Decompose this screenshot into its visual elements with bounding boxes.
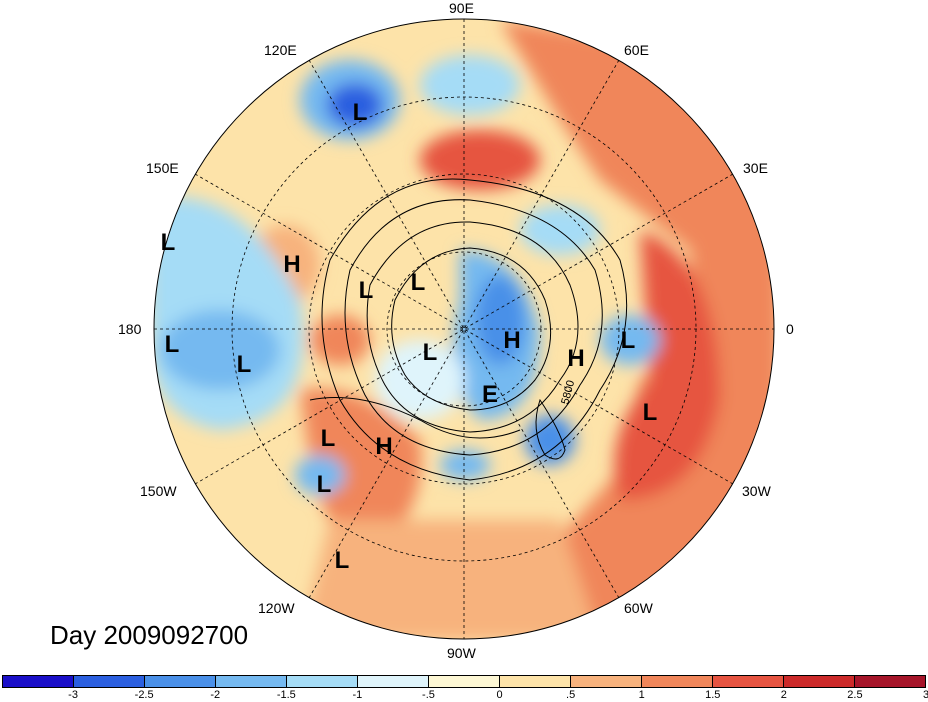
lon-label-120w: 120W (258, 600, 295, 616)
colorbar-swatch (287, 676, 358, 687)
colorbar-swatch (3, 676, 74, 687)
lon-label-0: 0 (786, 321, 794, 337)
lon-label-150w: 150W (140, 483, 177, 499)
high-pressure-center: H (503, 327, 520, 354)
low-pressure-center: L (335, 547, 350, 574)
lon-label-60e: 60E (624, 42, 649, 58)
high-pressure-center: H (283, 251, 300, 278)
lon-label-150e: 150E (146, 160, 179, 176)
low-pressure-center: L (423, 339, 438, 366)
low-pressure-center: L (621, 327, 636, 354)
height-contours (309, 178, 628, 481)
lon-label-180: 180 (118, 321, 142, 337)
plot-title: Day 2009092700 (50, 620, 249, 650)
pressure-center: E (482, 381, 498, 408)
colorbar-tick-label: -2.5 (134, 689, 154, 701)
lon-label-30e: 30E (743, 160, 768, 176)
colorbar-swatch (713, 676, 784, 687)
colorbar-swatch (74, 676, 145, 687)
colorbar-tick-label: 3 (922, 689, 928, 701)
colorbar-tick-label: .5 (566, 689, 576, 701)
high-pressure-center: H (567, 345, 584, 372)
low-pressure-center: L (161, 229, 176, 256)
colorbar-tick-label: -.5 (422, 689, 435, 701)
low-pressure-center: L (643, 399, 658, 426)
colorbar-swatch (855, 676, 925, 687)
colorbar-swatch (145, 676, 216, 687)
colorbar-tick-label: 1 (638, 689, 645, 701)
colorbar-tick-label: -1 (352, 689, 363, 701)
colorbar-swatch (500, 676, 571, 687)
colorbar-tick-label: -2 (210, 689, 221, 701)
lon-label-90w: 90W (447, 645, 476, 661)
low-pressure-center: L (411, 269, 426, 296)
low-pressure-center: L (321, 425, 336, 452)
colorbar-tick-label: 2.5 (847, 689, 863, 701)
low-pressure-center: L (237, 351, 252, 378)
colorbar-tick-label: 2 (780, 689, 787, 701)
lon-label-90e: 90E (449, 0, 474, 16)
colorbar-swatch (642, 676, 713, 687)
colorbar-tick-label: -1.5 (276, 689, 296, 701)
colorbar-swatch (216, 676, 287, 687)
colorbar-swatch (429, 676, 500, 687)
map-border (153, 18, 775, 640)
lon-label-30w: 30W (742, 483, 771, 499)
lon-label-60w: 60W (624, 600, 653, 616)
colorbar-tick-label: -3 (68, 689, 78, 701)
low-pressure-center: L (353, 99, 368, 126)
low-pressure-center: L (359, 277, 374, 304)
low-pressure-center: L (317, 471, 332, 498)
colorbar-tick-label: 1.5 (705, 689, 721, 701)
low-pressure-center: L (165, 331, 180, 358)
colorbar-swatch (784, 676, 855, 687)
lon-label-120e: 120E (264, 42, 297, 58)
anomaly-field (154, 20, 774, 639)
high-pressure-center: H (375, 433, 392, 460)
graticule (154, 19, 774, 639)
colorbar (2, 675, 926, 688)
colorbar-tick-label: 0 (496, 689, 503, 701)
colorbar-swatch (571, 676, 642, 687)
colorbar-swatch (358, 676, 429, 687)
